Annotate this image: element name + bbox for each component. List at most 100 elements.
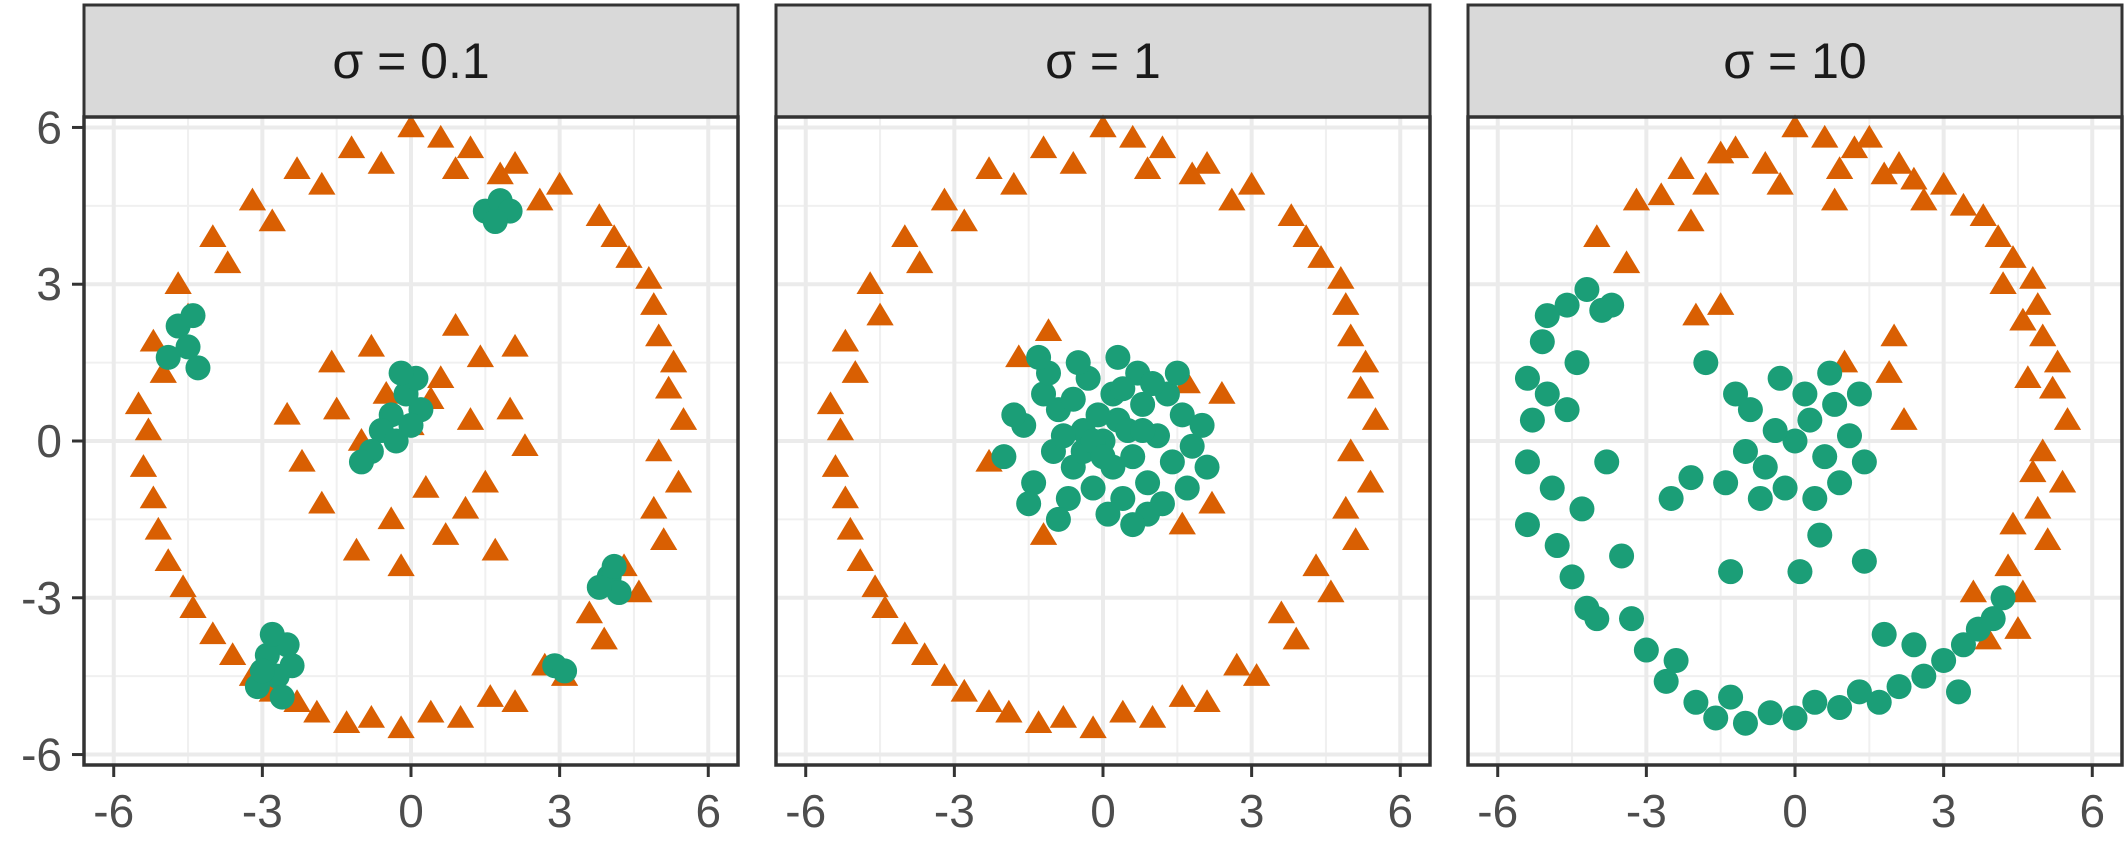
circle-point — [1149, 491, 1175, 517]
triangle-point — [1034, 318, 1063, 342]
triangle-point — [273, 401, 301, 425]
triangle-point — [1751, 151, 1779, 174]
triangle-point — [585, 203, 613, 227]
triangle-point — [664, 469, 693, 493]
triangle-point — [283, 156, 311, 180]
circle-point — [1519, 407, 1545, 433]
circle-point — [1718, 684, 1744, 710]
circle-point — [1822, 391, 1848, 417]
triangle-point — [124, 391, 153, 415]
circle-point — [1554, 397, 1580, 423]
triangle-point — [1890, 407, 1918, 430]
triangle-point — [318, 349, 346, 373]
triangle-point — [1870, 161, 1898, 185]
triangle-point — [466, 344, 495, 368]
circle-point — [1802, 485, 1828, 511]
triangle-point — [625, 579, 653, 603]
circle-point — [1060, 386, 1086, 412]
triangle-point — [2034, 527, 2062, 551]
triangle-point — [640, 292, 668, 315]
circle-point — [1159, 449, 1185, 475]
y-tick-label: 6 — [36, 101, 62, 153]
triangle-point — [2048, 469, 2077, 493]
circle-point — [1886, 674, 1912, 700]
triangle-point — [2024, 292, 2052, 315]
triangle-point — [2009, 307, 2037, 331]
circle-point — [1703, 705, 1729, 731]
triangle-point — [1667, 156, 1695, 180]
triangle-point — [1949, 192, 1978, 216]
triangle-point — [1292, 224, 1320, 247]
facet-strip-label: σ = 10 — [1723, 33, 1866, 89]
triangle-point — [496, 396, 524, 420]
triangle-point — [2019, 266, 2047, 289]
circle-point — [1105, 344, 1131, 370]
triangle-point — [1223, 652, 1251, 676]
triangle-point — [600, 224, 628, 247]
circle-point — [1031, 381, 1057, 407]
circle-point — [1130, 418, 1156, 444]
circle-point — [1732, 710, 1758, 736]
triangle-point — [471, 469, 499, 493]
circle-point — [1946, 679, 1971, 705]
circle-point — [398, 412, 424, 438]
triangle-point — [1855, 124, 1883, 148]
x-tick-label: 6 — [2079, 785, 2105, 837]
triangle-point — [1766, 171, 1794, 195]
triangle-point — [1317, 579, 1345, 603]
circle-point — [1658, 485, 1684, 511]
triangle-point — [856, 271, 884, 294]
triangle-point — [387, 553, 415, 577]
triangle-point — [1133, 156, 1162, 180]
circle-point — [1767, 365, 1793, 391]
x-tick-label: -3 — [1626, 785, 1667, 837]
circle-point — [1514, 449, 1540, 475]
triangle-point — [441, 156, 470, 180]
circle-point — [1569, 496, 1595, 522]
triangle-point — [144, 516, 172, 540]
triangle-point — [238, 187, 267, 211]
triangle-point — [427, 124, 455, 148]
triangle-point — [332, 710, 361, 733]
y-tick-label: 3 — [36, 258, 62, 310]
circle-point — [1539, 475, 1565, 501]
triangle-point — [323, 396, 351, 420]
triangle-point — [1692, 171, 1720, 195]
triangle-point — [1242, 663, 1271, 686]
circle-point — [1871, 621, 1897, 647]
facet-strip-label: σ = 0.1 — [332, 33, 489, 89]
triangle-point — [1138, 704, 1167, 728]
circle-point — [1055, 485, 1081, 511]
triangle-point — [1178, 161, 1206, 185]
circle-point — [1564, 350, 1590, 376]
triangle-point — [337, 135, 366, 159]
triangle-point — [199, 621, 227, 645]
triangle-point — [1583, 224, 1611, 247]
circle-point — [586, 574, 612, 600]
circle-point — [1189, 412, 1215, 438]
triangle-point — [1307, 245, 1335, 268]
triangle-point — [906, 250, 934, 274]
triangle-point — [669, 407, 698, 430]
triangle-point — [149, 360, 177, 383]
x-tick-label: -3 — [242, 785, 283, 837]
triangle-point — [910, 642, 939, 666]
triangle-point — [417, 699, 445, 723]
circle-point — [1807, 522, 1833, 548]
circle-point — [1080, 475, 1106, 501]
triangle-point — [1029, 135, 1058, 159]
triangle-point — [1198, 490, 1226, 514]
triangle-point — [1825, 156, 1854, 180]
triangle-point — [650, 527, 678, 551]
facet-strip — [1466, 3, 2124, 119]
x-tick-label: -3 — [934, 785, 975, 837]
x-tick-label: -6 — [93, 785, 134, 837]
circle-point — [1534, 381, 1560, 407]
triangle-point — [635, 266, 663, 289]
circle-point — [991, 444, 1017, 470]
triangle-point — [377, 506, 405, 530]
triangle-point — [1361, 407, 1390, 430]
panel-3: σ = 10 -6 -3 0 3 6 — [1466, 3, 2124, 837]
circle-point — [1544, 533, 1570, 559]
triangle-point — [871, 595, 899, 618]
